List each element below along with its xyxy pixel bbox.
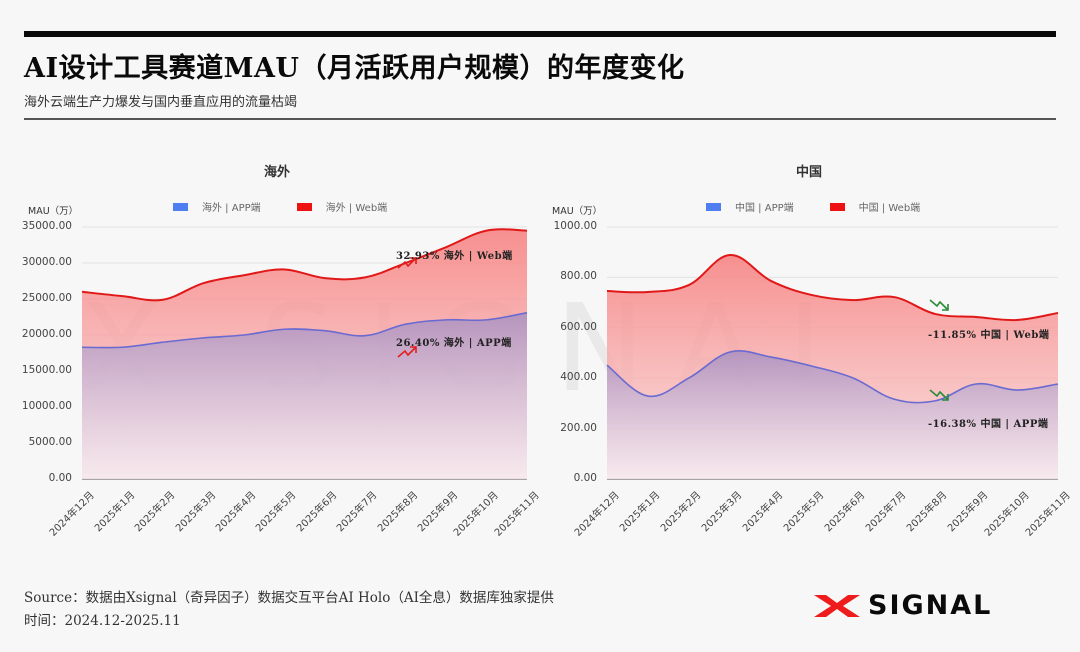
legend-item-web[interactable]: 海外 | Web端: [296, 199, 388, 214]
y-tick-label: 0.00: [573, 472, 597, 484]
legend: 中国 | APP端 中国 | Web端: [706, 199, 920, 214]
y-tick-label: 20000.00: [21, 328, 72, 340]
legend-item-app[interactable]: 中国 | APP端: [706, 199, 794, 214]
annotation-app-decline: -16.38% 中国 | APP端: [928, 419, 1049, 430]
y-axis-unit: MAU（万）: [28, 206, 79, 217]
y-tick-label: 1000.00: [553, 220, 597, 232]
logo-text: SIGNAL: [868, 590, 993, 621]
y-tick-label: 0.00: [48, 472, 72, 484]
header-divider: [24, 118, 1056, 120]
page-title: AI设计工具赛道MAU（月活跃用户规模）的年度变化: [24, 53, 685, 84]
y-tick-label: 35000.00: [21, 220, 72, 232]
y-tick-label: 200.00: [560, 421, 597, 434]
annotation-app-growth: 26.40% 海外 | APP端: [396, 338, 512, 349]
y-tick-label: 600.00: [560, 320, 597, 333]
top-rule: [24, 31, 1056, 37]
legend-label: 海外 | APP端: [202, 203, 261, 214]
chart-overseas: 海外 MAU（万） 海外 | APP端 海外 | Web端 0.00 5000.0…: [0, 150, 542, 550]
x-logo-icon: [814, 594, 860, 617]
legend-swatch-app: [173, 202, 188, 211]
chart-overseas-plot: [81, 226, 528, 480]
annotation-web-decline: -11.85% 中国 | Web端: [928, 330, 1050, 341]
chart-china-plot: [606, 226, 1059, 480]
chart-title: 中国: [795, 165, 823, 180]
xsignal-logo: SIGNAL: [812, 590, 992, 621]
y-tick-label: 5000.00: [28, 436, 72, 448]
legend-item-web[interactable]: 中国 | Web端: [829, 199, 921, 214]
y-tick-label: 10000.00: [21, 400, 72, 412]
y-tick-label: 400.00: [560, 371, 597, 384]
annotation-web-growth: 32.93% 海外 | Web端: [396, 251, 513, 262]
time-range-note: 时间：2024.12-2025.11: [24, 613, 181, 629]
y-tick-label: 30000.00: [21, 256, 72, 268]
y-tick-label: 800.00: [560, 270, 597, 283]
legend-label: 中国 | Web端: [858, 203, 921, 214]
legend-swatch-web: [296, 202, 312, 211]
y-tick-label: 15000.00: [21, 364, 72, 376]
y-tick-label: 25000.00: [21, 292, 72, 304]
source-note: Source：数据由Xsignal（奇异因子）数据交互平台AI Holo（AI全…: [24, 590, 554, 606]
legend-swatch-web: [829, 202, 845, 211]
legend-swatch-app: [706, 202, 721, 211]
legend-label: 海外 | Web端: [325, 203, 388, 214]
legend-label: 中国 | APP端: [735, 203, 794, 214]
chart-china: 中国 MAU（万） 中国 | APP端 中国 | Web端 0.00 200.00…: [540, 150, 1073, 550]
page-subtitle: 海外云端生产力爆发与国内垂直应用的流量枯竭: [24, 95, 298, 110]
chart-title: 海外: [263, 165, 291, 180]
y-axis-unit: MAU（万）: [552, 206, 603, 217]
legend-item-app[interactable]: 海外 | APP端: [173, 199, 261, 214]
legend: 海外 | APP端 海外 | Web端: [173, 199, 387, 214]
